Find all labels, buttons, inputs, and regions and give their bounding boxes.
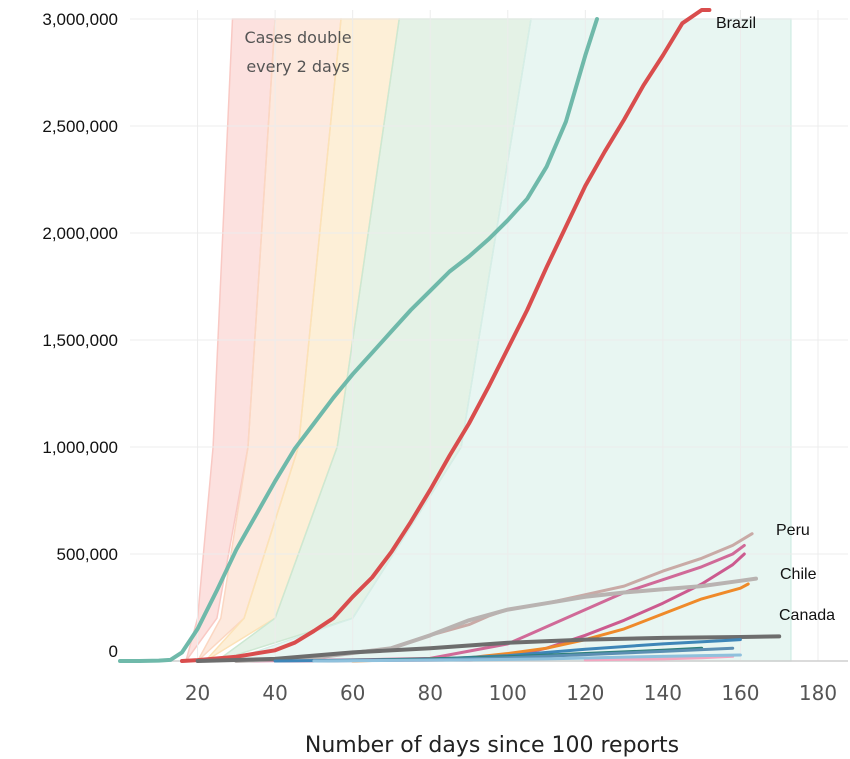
x-tick-label: 40 bbox=[262, 681, 287, 705]
series-line-12 bbox=[583, 654, 735, 662]
y-tick-label: 2,500,000 bbox=[42, 117, 118, 136]
y-tick-label: 1,500,000 bbox=[42, 331, 118, 350]
x-axis-label: Number of days since 100 reports bbox=[305, 733, 679, 758]
x-tick-label: 20 bbox=[185, 681, 210, 705]
series-label-chile: Chile bbox=[780, 566, 817, 583]
series-line-13 bbox=[312, 653, 742, 663]
annotation-line-2: every 2 days bbox=[246, 57, 349, 76]
series-label-canada: Canada bbox=[779, 607, 835, 624]
y-tick-label: 0 bbox=[109, 642, 118, 661]
x-tick-label: 160 bbox=[721, 681, 759, 705]
y-tick-label: 3,000,000 bbox=[42, 10, 118, 29]
x-tick-label: 100 bbox=[489, 681, 527, 705]
x-tick-label: 180 bbox=[799, 681, 837, 705]
series-line-brazil bbox=[180, 8, 712, 663]
x-tick-label: 80 bbox=[417, 681, 442, 705]
series-label-brazil: Brazil bbox=[716, 15, 756, 32]
y-tick-label: 1,000,000 bbox=[42, 438, 118, 457]
x-tick-label: 60 bbox=[340, 681, 365, 705]
annotation-line-1: Cases double bbox=[244, 28, 351, 47]
gridlines bbox=[130, 10, 848, 662]
y-tick-label: 2,000,000 bbox=[42, 224, 118, 243]
x-tick-label: 120 bbox=[566, 681, 604, 705]
y-tick-label: 500,000 bbox=[57, 545, 118, 564]
tick-labels: 0 500,000 1,000,000 1,500,000 2,000,000 2,500… bbox=[42, 10, 837, 705]
series-line-1 bbox=[118, 17, 599, 663]
series-labels: Brazil Peru Chile Canada bbox=[716, 15, 835, 624]
series-label-peru: Peru bbox=[776, 522, 810, 539]
series-line-chile bbox=[234, 576, 758, 663]
series-line-8 bbox=[195, 634, 782, 663]
x-tick-label: 140 bbox=[644, 681, 682, 705]
series-lines bbox=[118, 8, 782, 663]
